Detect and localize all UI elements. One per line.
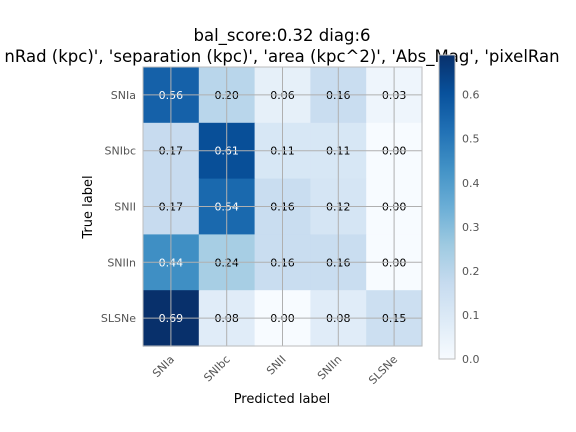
x-axis-ticks: SNIa SNIbc SNII SNIIn SLSNe [150,353,400,387]
y-tick-label: SNIIn [107,256,136,269]
y-tick-label: SNII [114,201,136,214]
x-tick-label: SLSNe [366,353,400,387]
colorbar-tick-label: 0.5 [462,133,480,146]
colorbar-tick-label: 0.0 [462,353,480,366]
colorbar-tick-label: 0.3 [462,221,480,234]
y-tick-label: SNIbc [105,145,137,158]
colorbar [438,54,456,360]
x-tick-label: SNIIn [315,353,344,382]
colorbar-tick-label: 0.6 [462,89,480,102]
chart-title-line-2: nRad (kpc)', 'separation (kpc)', 'area (… [4,47,559,67]
y-axis-ticks: SNIa SNIbc SNII SNIIn SLSNe [101,89,136,325]
chart-title-line-1: bal_score:0.32 diag:6 [194,26,371,46]
plot-frame [142,66,423,347]
colorbar-tick-label: 0.4 [462,177,480,190]
y-axis-label: True label [81,175,96,239]
heatmap-grid [143,67,422,346]
y-tick-label: SLSNe [101,312,136,325]
y-tick-label: SNIa [111,89,136,102]
x-tick-label: SNII [264,353,289,378]
colorbar-ticks: 0.0 0.1 0.2 0.3 0.4 0.5 0.6 [462,89,480,366]
x-axis-label: Predicted label [234,392,331,407]
x-tick-label: SNIa [150,353,177,380]
x-tick-label: SNIbc [201,353,232,384]
colorbar-tick-label: 0.2 [462,265,480,278]
colorbar-tick-label: 0.1 [462,309,480,322]
